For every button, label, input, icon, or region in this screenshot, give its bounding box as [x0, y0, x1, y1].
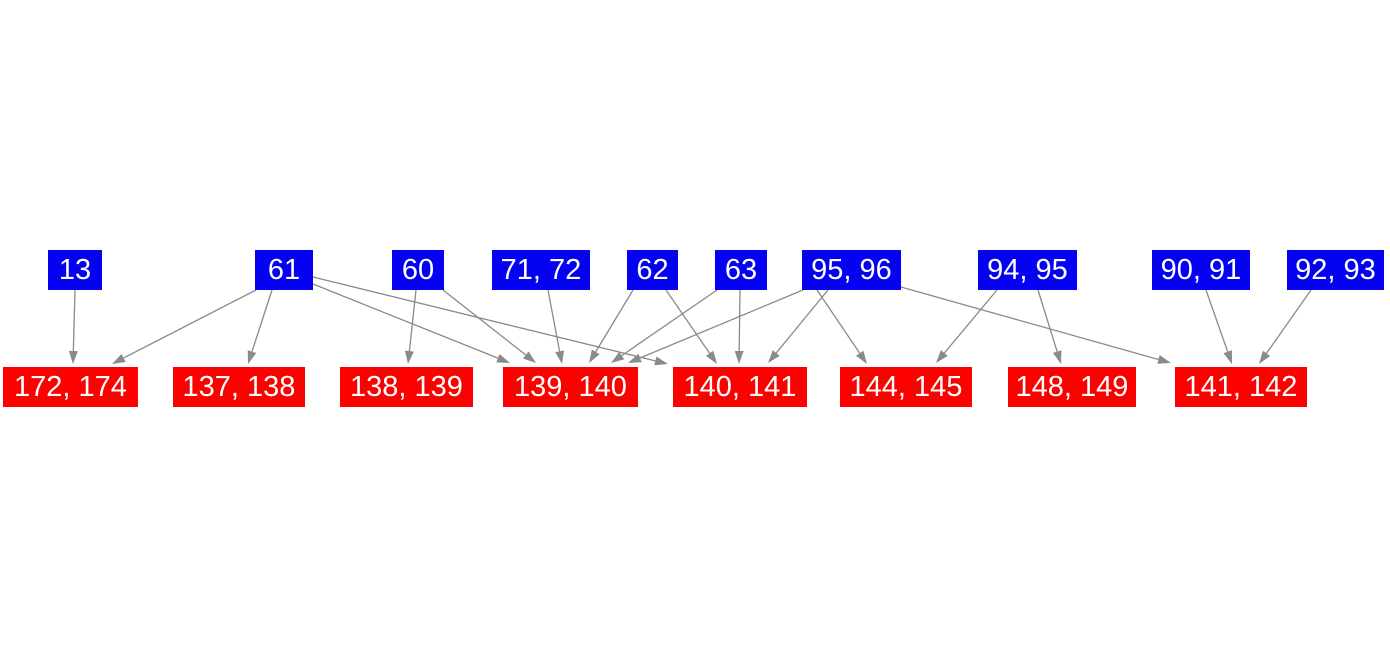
node-label: 140, 141 [683, 370, 797, 403]
edge-line [816, 289, 861, 354]
edge-line [408, 289, 417, 352]
arrowhead-icon [855, 350, 867, 364]
node-label: 137, 138 [182, 370, 296, 403]
edge-63-to-139-140 [611, 289, 718, 363]
edge-62-to-139-140 [589, 289, 634, 363]
node-label: 144, 145 [849, 370, 963, 403]
arrowhead-icon [654, 356, 668, 366]
node-label: 139, 140 [514, 370, 627, 403]
node-label: 95, 96 [811, 253, 892, 286]
edge-line [639, 289, 804, 359]
edge-63-to-140-141 [734, 289, 744, 364]
edge-line [442, 289, 527, 356]
node-label: 138, 139 [350, 370, 463, 403]
arrowhead-icon [1052, 350, 1062, 364]
node-label: 172, 174 [14, 370, 127, 403]
source-node-95-96: 95, 96 [802, 250, 901, 290]
edge-line [1265, 289, 1312, 354]
source-node-63: 63 [715, 250, 767, 290]
edge-line [123, 289, 257, 359]
target-node-144-145: 144, 145 [840, 367, 972, 407]
arrowhead-icon [112, 354, 126, 364]
arrowhead-icon [68, 350, 78, 364]
edge-71-72-to-139-140 [547, 289, 565, 364]
node-label: 13 [58, 253, 92, 286]
source-node-71-72: 71, 72 [492, 250, 590, 290]
target-node-141-142: 141, 142 [1175, 367, 1307, 407]
edge-line [251, 289, 273, 352]
arrowhead-icon [628, 353, 642, 363]
edge-90-91-to-141-142 [1205, 289, 1232, 364]
source-node-62: 62 [627, 250, 678, 290]
node-label: 61 [267, 253, 301, 286]
edge-line [1037, 289, 1058, 352]
edge-61-to-172-174 [112, 289, 257, 364]
edge-line [312, 283, 499, 359]
node-label: 141, 142 [1184, 370, 1298, 403]
node-label: 94, 95 [987, 253, 1068, 286]
node-label: 71, 72 [500, 253, 582, 286]
arrowhead-icon [734, 350, 744, 364]
edge-95-96-to-139-140 [628, 289, 804, 363]
arrowhead-icon [404, 350, 414, 364]
edge-61-to-137-138 [247, 289, 273, 364]
edge-13-to-172-174 [68, 289, 78, 364]
edge-line [943, 289, 998, 354]
node-label: 60 [401, 253, 435, 286]
edge-line [665, 289, 711, 354]
arrowhead-icon [522, 351, 536, 363]
edge-95-96-to-144-145 [816, 289, 867, 364]
target-node-172-174: 172, 174 [3, 367, 138, 407]
source-node-92-93: 92, 93 [1287, 250, 1384, 290]
source-node-61: 61 [255, 250, 313, 290]
edge-95-96-to-141-142 [900, 286, 1171, 364]
edge-60-to-138-139 [404, 289, 417, 364]
source-node-60: 60 [392, 250, 444, 290]
arrowhead-icon [611, 351, 625, 363]
arrowhead-icon [1223, 350, 1232, 364]
edge-line [775, 289, 829, 354]
edge-line [621, 289, 718, 357]
edge-95-96-to-140-141 [768, 289, 829, 363]
edge-94-95-to-148-149 [1037, 289, 1062, 364]
edge-62-to-140-141 [665, 289, 717, 364]
target-node-138-139: 138, 139 [340, 367, 473, 407]
edge-line [900, 286, 1159, 361]
edge-line [738, 289, 741, 352]
edge-60-to-139-140 [442, 289, 536, 363]
arrowhead-icon [247, 350, 257, 364]
target-node-139-140: 139, 140 [503, 367, 638, 407]
edge-94-95-to-144-145 [936, 289, 998, 363]
target-node-137-138: 137, 138 [173, 367, 305, 407]
edge-92-93-to-141-142 [1259, 289, 1312, 364]
arrowhead-icon [768, 350, 780, 363]
edge-line [72, 289, 76, 352]
node-label: 62 [636, 253, 669, 286]
source-node-94-95: 94, 95 [978, 250, 1077, 290]
arrowhead-icon [705, 350, 717, 364]
node-label: 63 [724, 253, 758, 286]
edge-line [1205, 289, 1229, 352]
node-label: 148, 149 [1015, 370, 1129, 403]
source-node-13: 13 [48, 250, 102, 290]
arrowhead-icon [1259, 350, 1271, 364]
source-node-90-91: 90, 91 [1152, 250, 1250, 290]
edge-61-to-139-140 [312, 283, 510, 363]
target-node-148-149: 148, 149 [1008, 367, 1136, 407]
node-label: 92, 93 [1295, 253, 1376, 286]
arrowhead-icon [936, 350, 948, 363]
arrowhead-icon [589, 349, 600, 363]
edge-line [547, 289, 561, 352]
arrowhead-icon [1157, 355, 1171, 364]
edge-line [595, 289, 634, 353]
arrowhead-icon [555, 350, 565, 364]
arrowhead-icon [496, 353, 510, 363]
node-label: 90, 91 [1160, 253, 1242, 286]
target-node-140-141: 140, 141 [673, 367, 807, 407]
